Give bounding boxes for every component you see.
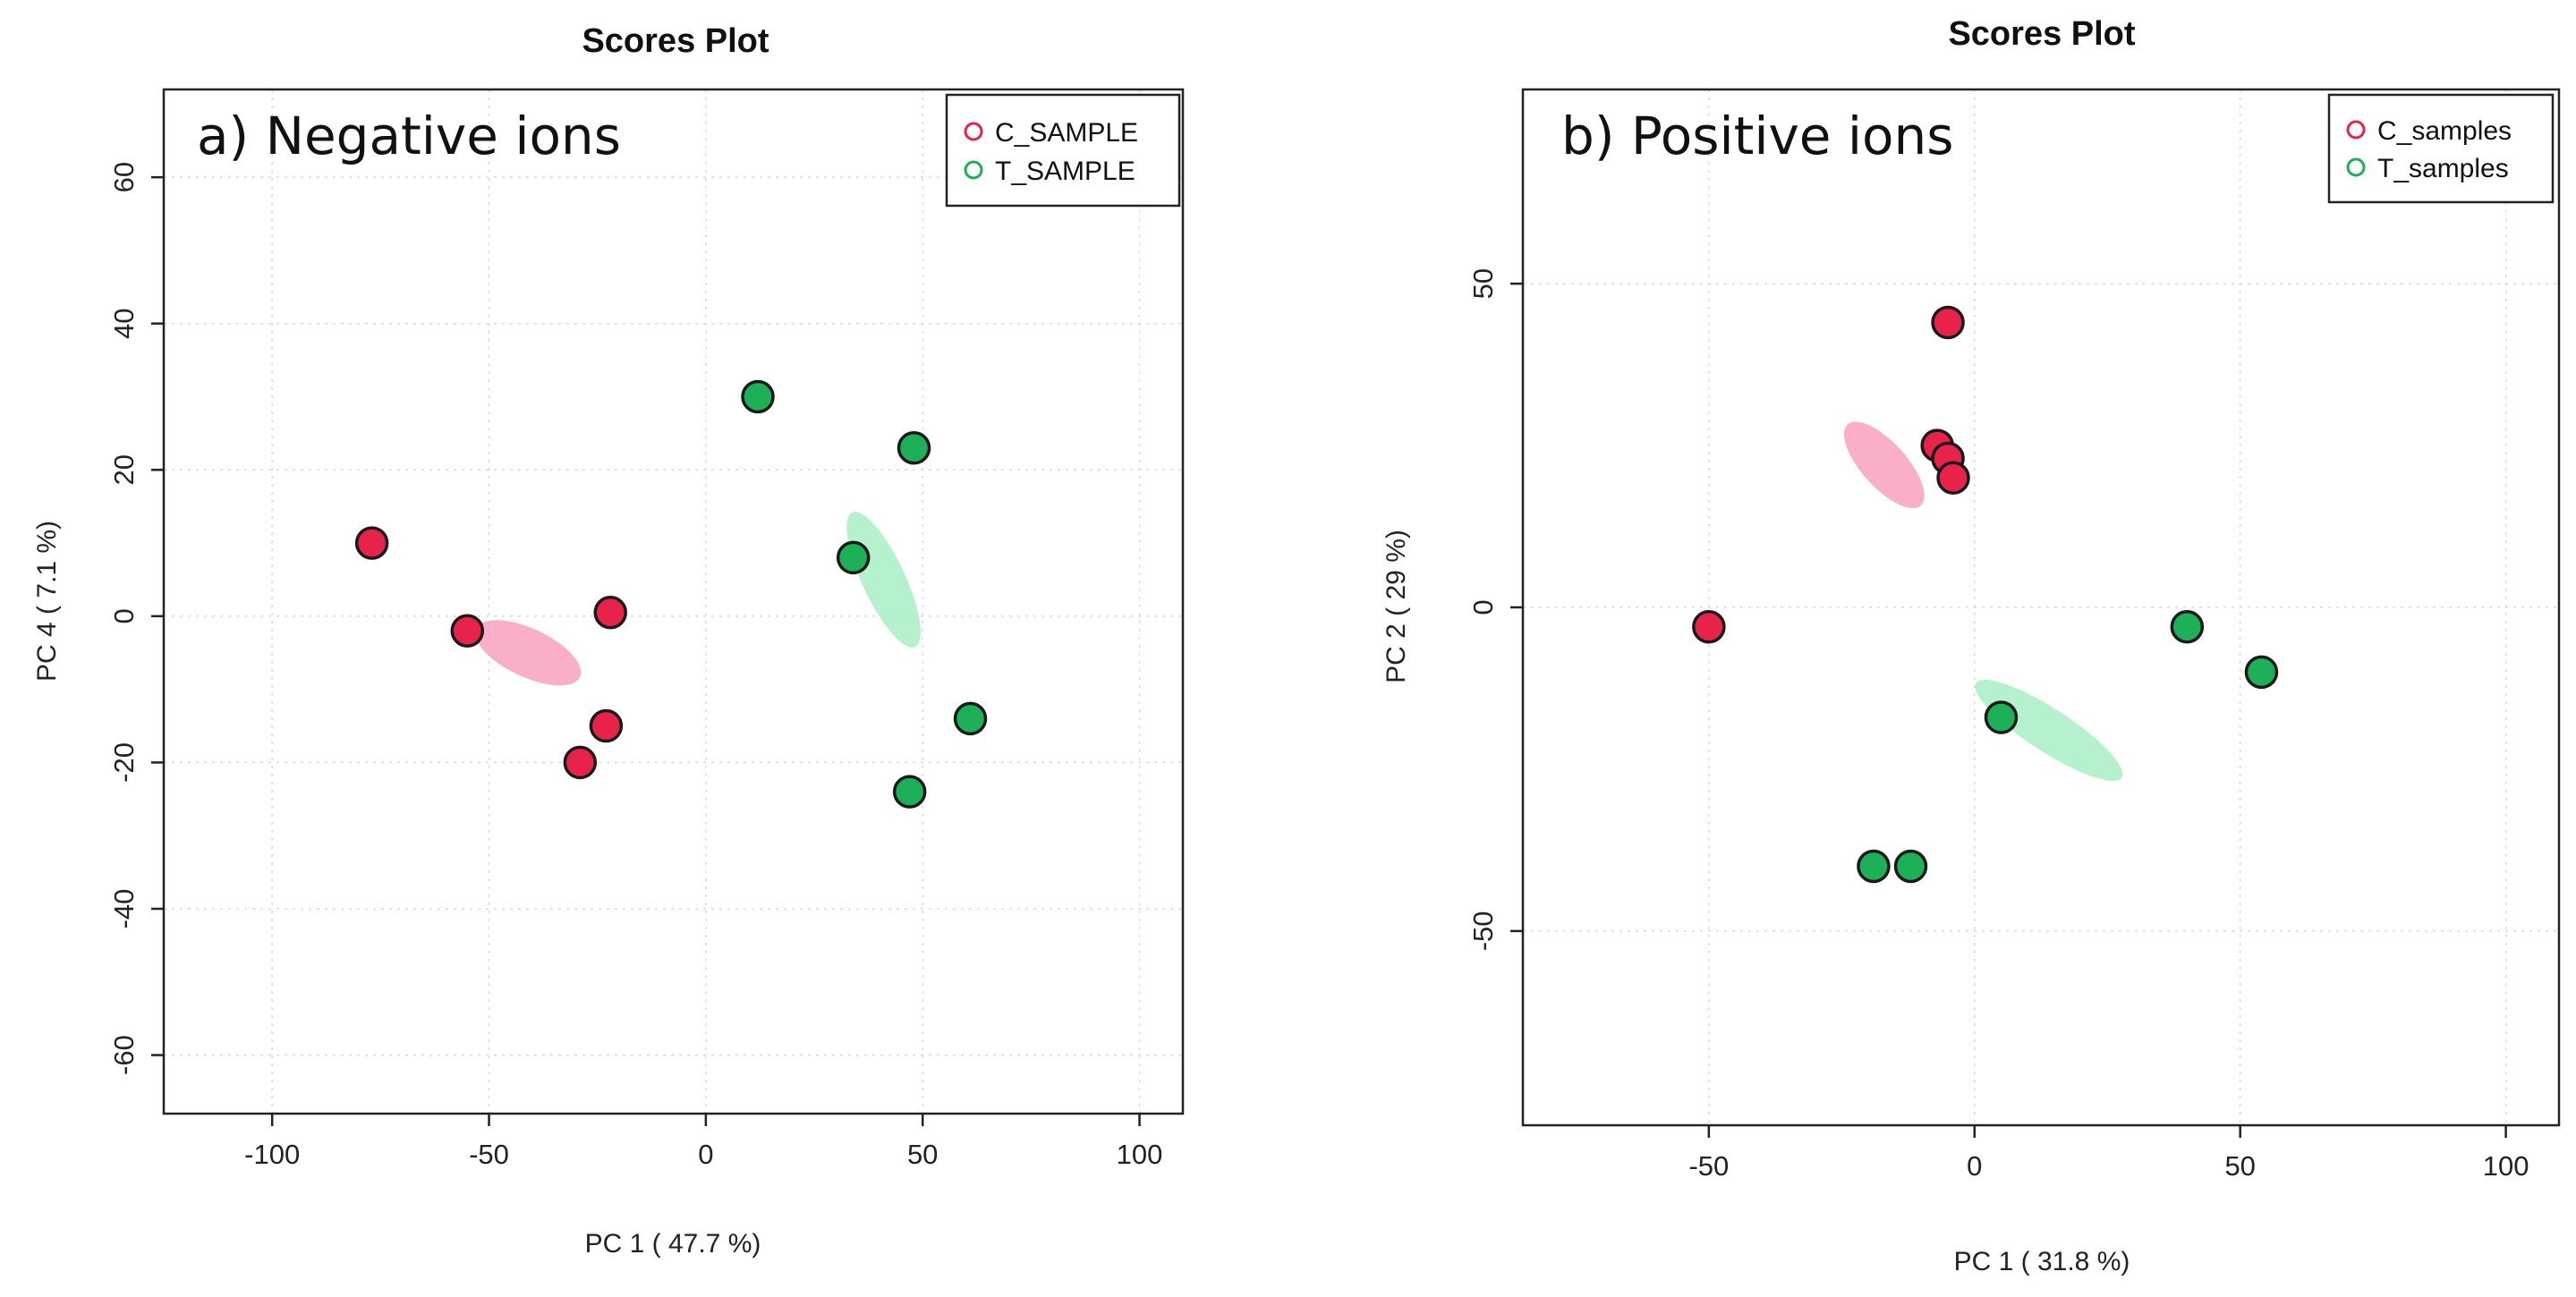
point-c-sample <box>450 614 485 648</box>
panel-label: b) Positive ions <box>1561 106 1953 166</box>
panel-negative-ions: Scores Plot -100 -50 0 50 100 -60 -40 -20 0 20 40… <box>32 22 1185 1259</box>
point-t-samples <box>1857 849 1891 884</box>
point-t-sample <box>741 379 775 414</box>
legend-label-c-samples: C_samples <box>2377 116 2512 146</box>
x-tick-label: 50 <box>907 1139 938 1170</box>
panel-positive-ions: Scores Plot -50 0 50 100 -50 0 50 b) Positive… <box>1382 15 2561 1276</box>
y-tick-label: -20 <box>108 742 140 783</box>
panel-label: a) Negative ions <box>197 106 621 166</box>
y-tick-label: 0 <box>108 608 140 623</box>
y-tick-label: -50 <box>1467 911 1499 951</box>
legend-label-c-sample: C_SAMPLE <box>995 118 1138 148</box>
x-tick-label: 100 <box>1117 1139 1163 1170</box>
legend-marker-c-samples <box>2346 120 2366 140</box>
plot-frame <box>162 88 1185 1115</box>
ellipse-c-sample <box>475 620 582 686</box>
point-c-sample <box>563 745 598 780</box>
legend-marker-c-sample <box>964 122 983 141</box>
point-c-samples <box>1931 305 1965 340</box>
legend-label-t-sample: T_SAMPLE <box>995 157 1135 186</box>
legend: C_SAMPLE T_SAMPLE <box>945 93 1181 208</box>
x-tick-label: -50 <box>1688 1150 1729 1182</box>
legend-marker-t-sample <box>964 160 983 180</box>
point-c-samples <box>1936 461 1970 495</box>
x-tick-label: 100 <box>2483 1150 2529 1182</box>
x-tick-label: 0 <box>698 1139 713 1170</box>
point-t-sample <box>836 540 871 575</box>
chart-title: Scores Plot <box>1948 15 2135 53</box>
legend: C_samples T_samples <box>2327 93 2555 204</box>
point-c-sample <box>589 708 624 743</box>
y-axis-label: PC 2 ( 29 %) <box>1382 530 1411 683</box>
legend-box <box>2327 93 2555 204</box>
x-axis-label: PC 1 ( 31.8 %) <box>1954 1247 2130 1276</box>
y-axis-label: PC 4 ( 7.1 %) <box>32 521 62 682</box>
x-axis-label: PC 1 ( 47.7 %) <box>585 1229 761 1259</box>
point-c-sample <box>354 526 389 560</box>
legend-box <box>945 93 1181 208</box>
y-tick-label: 20 <box>108 454 140 485</box>
x-tick-label: -50 <box>469 1139 509 1170</box>
y-tick-label: 60 <box>108 162 140 192</box>
legend-label-t-samples: T_samples <box>2377 154 2509 183</box>
point-t-samples <box>2170 609 2205 644</box>
chart-title: Scores Plot <box>582 22 769 60</box>
legend-marker-t-samples <box>2346 157 2366 177</box>
y-tick-label: 0 <box>1467 599 1499 615</box>
ellipse-c-samples <box>1843 421 1925 509</box>
point-t-sample <box>892 775 927 809</box>
point-t-samples <box>1984 700 2019 734</box>
point-t-sample <box>897 431 931 465</box>
point-t-samples <box>2244 655 2279 690</box>
x-tick-label: 50 <box>2224 1150 2255 1182</box>
ellipse-t-sample <box>846 512 921 648</box>
y-tick-label: 40 <box>108 308 140 338</box>
x-tick-label: -100 <box>244 1139 300 1170</box>
y-tick-label: -60 <box>108 1035 140 1075</box>
x-tick-label: 0 <box>1967 1150 1982 1182</box>
point-t-samples <box>1893 849 1928 884</box>
point-c-samples <box>1692 609 1726 644</box>
point-c-sample <box>593 596 627 630</box>
point-t-sample <box>953 701 988 736</box>
y-tick-label: 50 <box>1467 268 1499 299</box>
y-tick-label: -40 <box>108 889 140 929</box>
